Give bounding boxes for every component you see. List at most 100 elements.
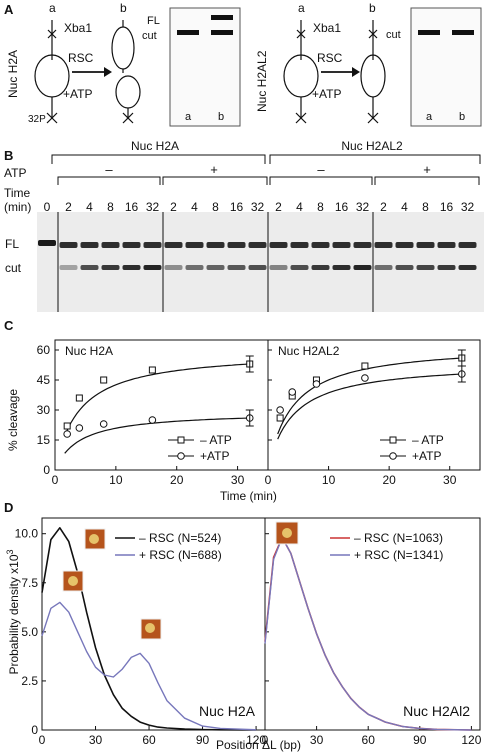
band-cut (248, 265, 267, 270)
density-chart-right: 0 30 60 90 120 – RSC (N=1063) + RSC (N=1341) Nu… (262, 517, 482, 747)
gel-fl-label: FL (147, 15, 160, 27)
x-tick-label: 30 (89, 733, 103, 747)
plot-frame (54, 339, 269, 471)
reaction-arrow-right (321, 67, 360, 77)
data-point-square (148, 366, 156, 374)
band-fl (164, 242, 183, 248)
band-cut (332, 265, 351, 270)
gel-lane-b: b (218, 111, 224, 123)
time-label: 4 (191, 200, 198, 214)
band-fl (395, 242, 414, 248)
gel-bands (38, 240, 477, 270)
state-a-label-right: a (298, 1, 305, 15)
data-point-circle (63, 430, 71, 438)
x-tick-label: 60 (362, 733, 376, 747)
xba1-label-right: Xba1 (313, 21, 341, 35)
x-tick-label: 30 (443, 473, 457, 487)
legend-text-plus-atp: +ATP (412, 449, 441, 463)
plot-title: Nuc H2Al2 (403, 703, 470, 719)
time-row-label: Time (4, 186, 31, 200)
y-tick-label: 10.0 (15, 527, 39, 541)
panel-c-letter: C (4, 318, 14, 333)
afm-image-peak3 (140, 618, 162, 640)
x-tick-label: 10 (109, 473, 123, 487)
atp-minus-1: – (105, 162, 113, 177)
reaction-arrow-left (72, 67, 112, 77)
legend-text: + RSC (N=1341) (354, 548, 443, 562)
panel-d-letter: D (4, 500, 13, 515)
time-label: 16 (230, 200, 244, 214)
legend-square-marker (177, 436, 185, 444)
gel-lane-a: a (185, 111, 192, 123)
gel-image (37, 212, 484, 312)
time-label-0: 0 (44, 200, 51, 214)
x-tick-label: 120 (461, 733, 481, 747)
afm-image-peak1 (84, 528, 106, 550)
cleavage-chart-left: Nuc H2A 0 10 20 30 0 15 30 45 60 – ATP +ATP (37, 339, 269, 487)
band-cut (206, 265, 225, 270)
x-tick-label: 90 (196, 733, 210, 747)
time-label: 16 (440, 200, 454, 214)
d-ylabel: Probability density x103 (5, 549, 21, 674)
y-tick-label: 7.5 (21, 576, 38, 590)
time-label: 8 (317, 200, 324, 214)
data-point-circle (312, 380, 321, 388)
fit-curve (277, 373, 463, 440)
band-cut (458, 265, 477, 270)
band-fl (122, 242, 141, 248)
c-xlabel: Time (min) (220, 489, 277, 503)
band-fl (437, 242, 456, 248)
band-cut (164, 265, 183, 270)
nuc-h2a-vertical-label: Nuc H2A (6, 50, 20, 98)
nucleosome-left-diagram (34, 20, 141, 124)
legend-square-marker (389, 436, 397, 444)
y-tick-label: 60 (37, 343, 51, 357)
x-tick-label: 60 (142, 733, 156, 747)
cleavage-chart-right: Nuc H2AL2 0 10 20 30 – ATP +ATP (265, 339, 481, 487)
atp-bracket-2 (162, 176, 268, 185)
data-point-square (63, 422, 71, 430)
band-fl (80, 242, 99, 248)
group-label-nuc-h2al2: Nuc H2AL2 (341, 139, 403, 153)
band-fl (311, 242, 330, 248)
c-ylabel: % cleavage (6, 389, 20, 451)
band-cut (311, 265, 330, 270)
fit-curve (277, 357, 463, 435)
band-cut (101, 265, 120, 270)
y-tick-label: 45 (37, 373, 51, 387)
band-fl (206, 242, 225, 248)
time-label: 32 (146, 200, 160, 214)
band-cut (59, 265, 78, 270)
time-label: 16 (335, 200, 349, 214)
data-point-circle (361, 374, 369, 382)
band-fl (416, 242, 435, 248)
mini-gel-right (410, 7, 482, 127)
panel-b: B Nuc H2A Nuc H2AL2 ATP – + – + Time (mi… (4, 139, 484, 312)
gel-cut-label: cut (142, 30, 157, 42)
legend-circle-marker (389, 452, 397, 460)
state-b-label-right: b (369, 1, 376, 15)
plot-frame (267, 339, 481, 471)
panel-a-letter: A (4, 2, 14, 17)
density-curve (41, 527, 257, 731)
y-tick-label: 30 (37, 403, 51, 417)
panel-c: C % cleavage Nuc H2A 0 10 20 30 0 15 30 45 60 – AT… (4, 318, 481, 503)
d-xlabel: Position ΔL (bp) (216, 738, 301, 752)
time-label: 2 (380, 200, 387, 214)
x-tick-label: 30 (310, 733, 324, 747)
band-fl (59, 242, 78, 248)
band-cut (185, 265, 204, 270)
plot-title: Nuc H2AL2 (278, 344, 340, 358)
data-point-circle (99, 420, 108, 428)
time-label: 32 (251, 200, 265, 214)
band-fl (143, 242, 162, 248)
band-fl (290, 242, 309, 248)
atp-bracket-1 (57, 176, 161, 185)
time-label: 4 (296, 200, 303, 214)
atp-row-label: ATP (4, 166, 26, 180)
band-fl-lane-0 (38, 240, 56, 246)
state-b-label: b (120, 1, 127, 15)
plot-frame (264, 517, 481, 731)
x-tick-label: 10 (322, 473, 336, 487)
